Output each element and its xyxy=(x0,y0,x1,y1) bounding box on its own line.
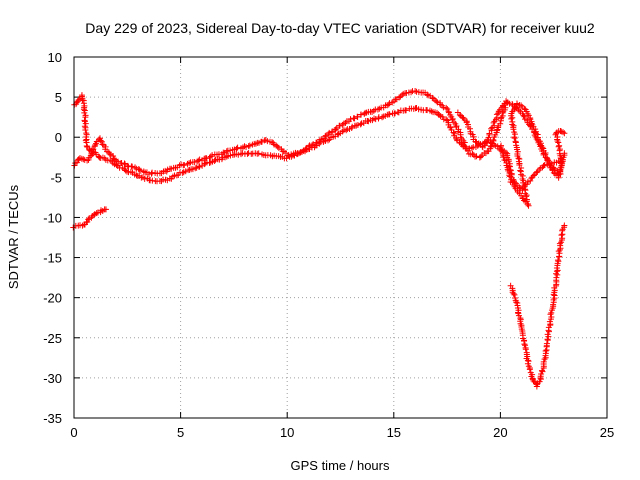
x-tick-label: 15 xyxy=(387,425,401,440)
x-tick-label: 10 xyxy=(280,425,294,440)
y-tick-label: -10 xyxy=(43,210,62,225)
x-tick-label: 25 xyxy=(600,425,614,440)
y-tick-label: -25 xyxy=(43,331,62,346)
y-tick-label: -20 xyxy=(43,291,62,306)
y-tick-label: -35 xyxy=(43,411,62,426)
y-tick-label: -5 xyxy=(50,170,62,185)
x-tick-label: 20 xyxy=(493,425,507,440)
y-axis-label: SDTVAR / TECUs xyxy=(6,184,21,289)
sdtvar-chart: Day 229 of 2023, Sidereal Day-to-day VTE… xyxy=(0,0,640,480)
y-tick-label: -15 xyxy=(43,251,62,266)
chart-title: Day 229 of 2023, Sidereal Day-to-day VTE… xyxy=(85,20,595,36)
x-axis-label: GPS time / hours xyxy=(291,458,390,473)
y-tick-label: -30 xyxy=(43,371,62,386)
y-tick-label: 5 xyxy=(55,90,62,105)
x-tick-label: 0 xyxy=(70,425,77,440)
y-tick-label: 0 xyxy=(55,130,62,145)
x-tick-label: 5 xyxy=(177,425,184,440)
y-tick-label: 10 xyxy=(48,50,62,65)
